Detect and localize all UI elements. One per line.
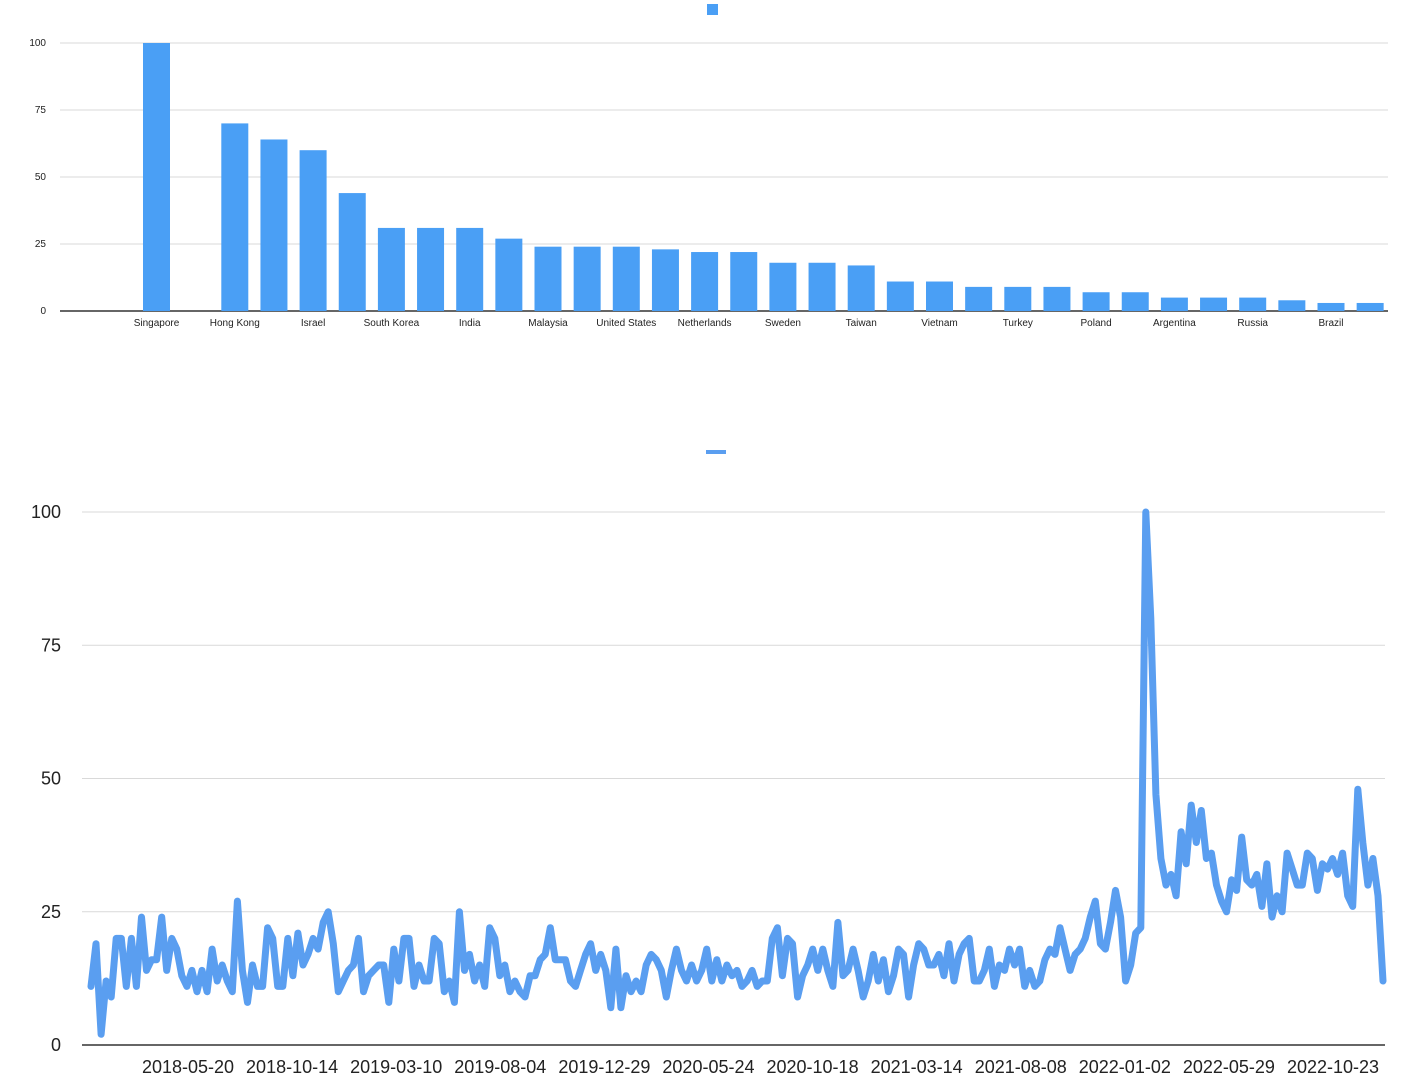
x-tick-label: Poland bbox=[1081, 318, 1112, 329]
x-tick-label: 2019-03-10 bbox=[350, 1057, 442, 1077]
y-tick-label: 100 bbox=[29, 38, 46, 49]
x-tick-label: 2020-10-18 bbox=[767, 1057, 859, 1077]
x-tick-label: Sweden bbox=[765, 318, 801, 329]
bar bbox=[1356, 302, 1384, 311]
x-tick-label: 2019-12-29 bbox=[558, 1057, 650, 1077]
x-tick-label: 2022-01-02 bbox=[1079, 1057, 1171, 1077]
x-tick-label: 2019-08-04 bbox=[454, 1057, 546, 1077]
bar bbox=[730, 252, 758, 311]
bar bbox=[769, 262, 797, 311]
y-tick-label: 50 bbox=[41, 769, 61, 789]
legend-swatch-line bbox=[706, 450, 726, 454]
x-tick-label: Netherlands bbox=[678, 318, 732, 329]
y-tick-label: 25 bbox=[41, 902, 61, 922]
bar bbox=[691, 252, 719, 311]
y-tick-label: 50 bbox=[35, 172, 47, 183]
x-tick-label: Argentina bbox=[1153, 318, 1196, 329]
bar bbox=[808, 262, 836, 311]
bar bbox=[1043, 286, 1071, 311]
bar bbox=[1200, 297, 1228, 311]
bar bbox=[612, 246, 640, 311]
legend-swatch-bar bbox=[707, 4, 718, 15]
x-tick-label: Russia bbox=[1237, 318, 1268, 329]
bar bbox=[1121, 292, 1149, 311]
x-tick-label: 2018-05-20 bbox=[142, 1057, 234, 1077]
x-tick-label: United States bbox=[596, 318, 656, 329]
x-tick-label: 2020-05-24 bbox=[662, 1057, 754, 1077]
x-tick-label: 2022-05-29 bbox=[1183, 1057, 1275, 1077]
y-tick-label: 25 bbox=[35, 239, 47, 250]
x-tick-label: Taiwan bbox=[846, 318, 877, 329]
bar bbox=[1082, 292, 1110, 311]
bar bbox=[1278, 300, 1306, 311]
bar bbox=[1160, 297, 1188, 311]
x-tick-label: Singapore bbox=[134, 318, 180, 329]
x-tick-label: Turkey bbox=[1003, 318, 1033, 329]
x-tick-label: Israel bbox=[301, 318, 325, 329]
bar bbox=[221, 123, 249, 312]
bar bbox=[1239, 297, 1267, 311]
y-tick-label: 0 bbox=[51, 1035, 61, 1055]
bar bbox=[926, 281, 953, 311]
bar bbox=[456, 227, 484, 311]
bar bbox=[573, 246, 601, 311]
bar bbox=[886, 281, 914, 311]
x-tick-label: Brazil bbox=[1318, 318, 1343, 329]
bar bbox=[1004, 286, 1032, 311]
bar bbox=[965, 286, 993, 311]
bar bbox=[417, 227, 445, 311]
country-bar-chart: 0 25 50 75 100 Singapore Hong Kong Israel South… bbox=[29, 4, 1388, 329]
x-tick-label: Hong Kong bbox=[210, 318, 260, 329]
bar bbox=[495, 238, 523, 311]
bar bbox=[143, 43, 170, 311]
bar bbox=[338, 193, 366, 311]
bar bbox=[377, 227, 405, 311]
x-tick-label: Malaysia bbox=[528, 318, 568, 329]
bar bbox=[299, 150, 327, 311]
y-tick-label: 75 bbox=[41, 635, 61, 655]
x-tick-label: 2021-08-08 bbox=[975, 1057, 1067, 1077]
series-line bbox=[87, 508, 1387, 1038]
x-tick-label: 2018-10-14 bbox=[246, 1057, 338, 1077]
y-tick-label: 100 bbox=[31, 502, 61, 522]
y-tick-label: 75 bbox=[35, 105, 47, 116]
bar bbox=[1317, 302, 1345, 311]
x-tick-label: 2022-10-23 bbox=[1287, 1057, 1379, 1077]
x-tick-label: South Korea bbox=[364, 318, 420, 329]
bar bbox=[534, 246, 562, 311]
x-tick-label: India bbox=[459, 318, 481, 329]
x-tick-label: 2021-03-14 bbox=[871, 1057, 963, 1077]
bar bbox=[260, 139, 288, 311]
bar bbox=[651, 249, 679, 311]
x-tick-label: Vietnam bbox=[921, 318, 958, 329]
bar bbox=[847, 265, 875, 311]
y-tick-label: 0 bbox=[40, 306, 46, 317]
